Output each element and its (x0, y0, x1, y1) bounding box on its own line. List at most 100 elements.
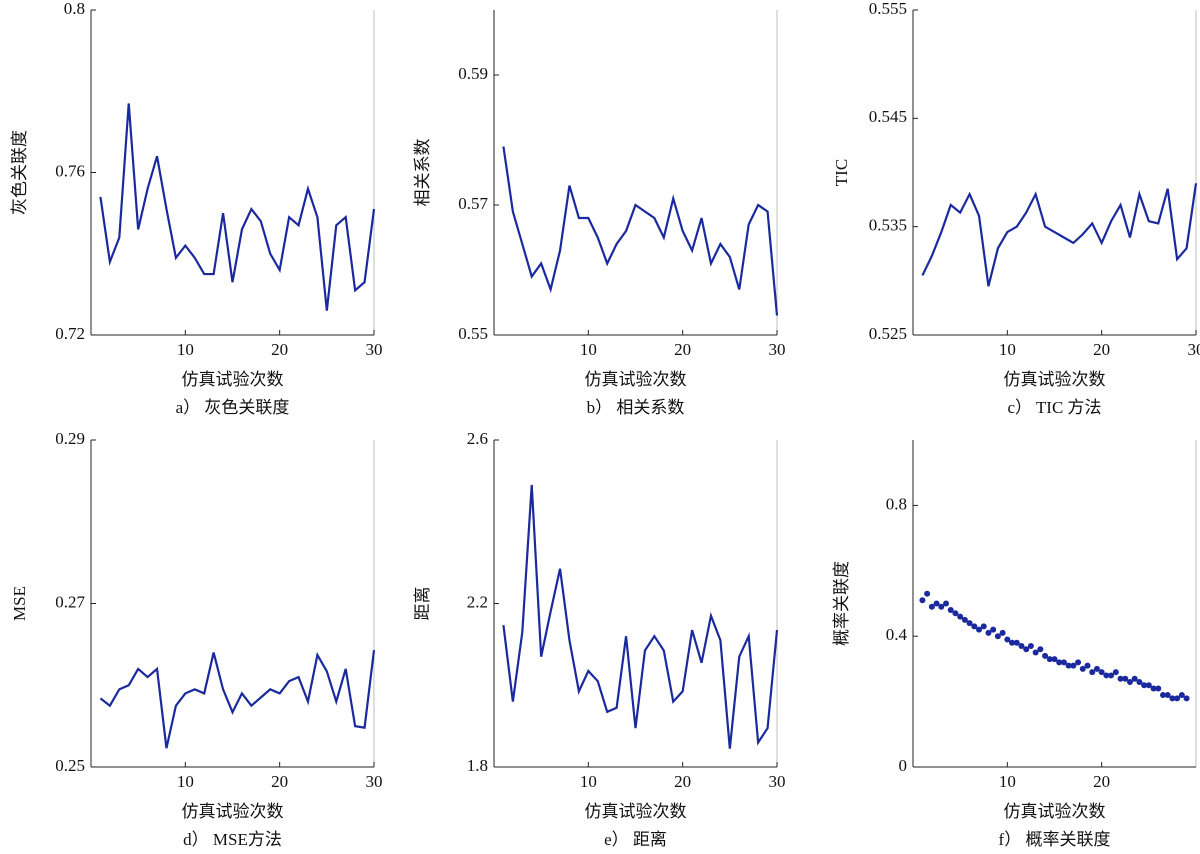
caption: f） 概率关联度 (999, 830, 1111, 849)
y-axis-label: TIC (832, 159, 851, 186)
data-point (1084, 662, 1091, 669)
data-point (1131, 675, 1138, 682)
data-point (957, 613, 964, 620)
data-point (919, 597, 926, 604)
x-tick-label: 20 (271, 772, 288, 791)
x-tick-label: 20 (1093, 772, 1110, 791)
y-tick-label: 0.545 (869, 107, 907, 126)
x-tick-label: 10 (177, 772, 194, 791)
data-point (952, 610, 959, 617)
data-point (1117, 675, 1124, 682)
x-tick-label: 30 (769, 340, 786, 359)
data-point (1093, 665, 1100, 672)
data-point (1141, 682, 1148, 689)
x-axis-label: 仿真试验次数 (182, 370, 284, 389)
data-point (966, 620, 973, 627)
y-tick-label: 0.4 (886, 625, 908, 644)
data-point (1042, 652, 1049, 659)
x-tick-label: 20 (674, 340, 691, 359)
y-tick-label: 1.8 (467, 756, 488, 775)
x-tick-label: 30 (769, 772, 786, 791)
data-point (971, 623, 978, 630)
data-point (1046, 656, 1053, 663)
data-point (1079, 665, 1086, 672)
data-point (1070, 662, 1077, 669)
data-point (985, 629, 992, 636)
data-point (1056, 659, 1063, 666)
y-tick-label: 2.6 (467, 429, 488, 448)
data-point (1032, 649, 1039, 656)
data-point (994, 633, 1001, 640)
data-point (1098, 669, 1105, 676)
data-line (921, 183, 1198, 287)
y-tick-label: 0.57 (458, 194, 488, 213)
data-point (1004, 636, 1011, 643)
data-point (1155, 685, 1162, 692)
caption: a） 灰色关联度 (176, 398, 290, 417)
x-tick-label: 30 (366, 340, 383, 359)
data-point (1018, 643, 1025, 650)
y-tick-label: 0.29 (55, 429, 85, 448)
y-tick-label: 0.535 (869, 216, 907, 235)
data-point (1027, 643, 1034, 650)
data-point (980, 623, 987, 630)
y-tick-label: 0.8 (64, 0, 85, 18)
x-tick-label: 20 (674, 772, 691, 791)
data-point (1065, 662, 1072, 669)
data-point (1023, 646, 1030, 653)
x-tick-label: 10 (999, 340, 1016, 359)
y-tick-label: 0.76 (55, 161, 85, 180)
data-point (943, 600, 950, 607)
caption: c） TIC 方法 (1007, 398, 1101, 417)
data-line (502, 146, 779, 316)
data-point (1126, 678, 1133, 685)
y-tick-label: 0.8 (886, 494, 907, 513)
y-axis-label: 相关系数 (413, 139, 432, 207)
data-point (1169, 695, 1176, 702)
x-axis-label: 仿真试验次数 (585, 802, 687, 821)
x-tick-label: 30 (366, 772, 383, 791)
data-point (1009, 639, 1016, 646)
data-point (1174, 695, 1181, 702)
x-tick-label: 30 (1188, 340, 1200, 359)
x-tick-label: 10 (580, 340, 597, 359)
x-tick-label: 20 (1093, 340, 1110, 359)
x-tick-label: 10 (999, 772, 1016, 791)
y-tick-label: 0.555 (869, 0, 907, 18)
x-tick-label: 10 (580, 772, 597, 791)
data-point (1051, 656, 1058, 663)
data-line (99, 103, 376, 311)
data-line (99, 649, 376, 749)
data-point (947, 607, 954, 614)
caption: e） 距离 (604, 830, 667, 849)
y-tick-label: 0.27 (55, 592, 85, 611)
data-point (938, 603, 945, 610)
caption: d） MSE方法 (183, 830, 282, 849)
data-point (1103, 672, 1110, 679)
y-axis-label: 距离 (413, 587, 432, 621)
x-axis-label: 仿真试验次数 (1004, 802, 1106, 821)
data-point (1150, 685, 1157, 692)
data-line (502, 484, 779, 749)
y-tick-label: 0.25 (55, 756, 85, 775)
data-point (928, 603, 935, 610)
x-axis-label: 仿真试验次数 (1004, 370, 1106, 389)
data-point (1122, 675, 1129, 682)
y-axis-label: 灰色关联度 (10, 130, 29, 215)
data-point (1178, 692, 1185, 699)
data-point (933, 600, 940, 607)
data-point (1013, 639, 1020, 646)
data-point (1037, 646, 1044, 653)
data-point (1075, 659, 1082, 666)
data-point (1136, 678, 1143, 685)
y-axis-label: MSE (10, 586, 29, 621)
data-point (1159, 692, 1166, 699)
data-point (990, 626, 997, 633)
data-point (1145, 682, 1152, 689)
y-tick-label: 0.72 (55, 324, 85, 343)
data-point (1164, 692, 1171, 699)
data-point (961, 616, 968, 623)
x-axis-label: 仿真试验次数 (585, 370, 687, 389)
y-tick-label: 0 (899, 756, 908, 775)
